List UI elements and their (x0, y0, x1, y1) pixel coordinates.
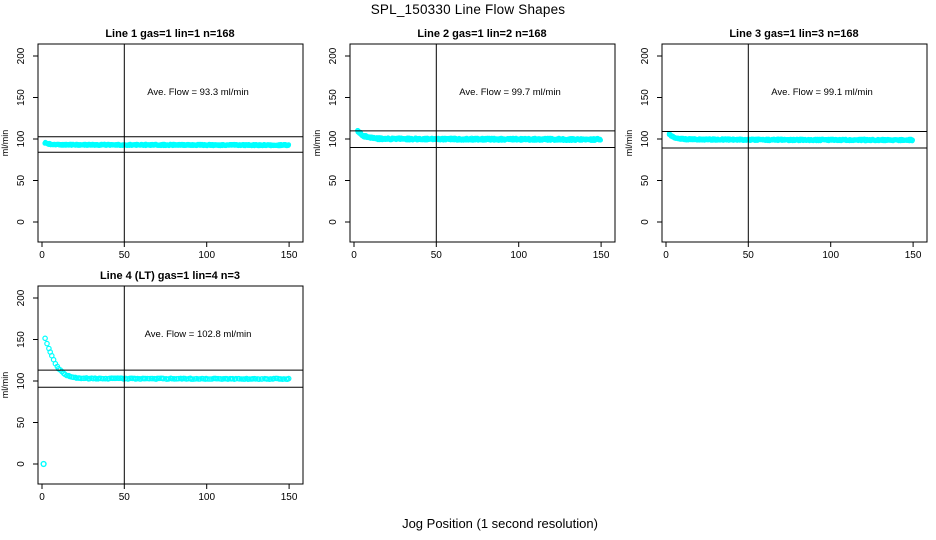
figure-xlabel: Jog Position (1 second resolution) (402, 516, 598, 531)
panel-line-4: Line 4 (LT) gas=1 lin=4 n=3 0 50 100 150 200 0… (0, 262, 312, 512)
y-tick-label: 50 (640, 175, 651, 187)
y-tick-label: 50 (16, 175, 27, 187)
x-tick-label: 100 (822, 250, 839, 261)
panel-title: Line 1 gas=1 lin=1 n=168 (105, 28, 234, 40)
figure-title: SPL_150330 Line Flow Shapes (370, 2, 566, 17)
y-tick-label: 100 (16, 372, 27, 389)
y-tick-label: 50 (16, 417, 27, 429)
plot-svg: Line 1 gas=1 lin=1 n=168 0 50 100 150 200 0 50 1… (0, 28, 304, 261)
ave-flow-annotation: Ave. Flow = 93.3 ml/min (147, 87, 248, 98)
plot-svg: Line 3 gas=1 lin=3 n=168 0 50 100 150 200 0 50 1… (624, 28, 928, 261)
y-tick-label: 200 (16, 47, 27, 64)
y-tick-label: 100 (640, 130, 651, 147)
plot-svg: Line 2 gas=1 lin=2 n=168 0 50 100 150 200 0 50 1… (312, 28, 616, 261)
panel-title: Line 2 gas=1 lin=2 n=168 (417, 28, 546, 40)
panel-line-1: Line 1 gas=1 lin=1 n=168 0 50 100 150 200 0 50 1… (0, 20, 312, 270)
x-tick-label: 100 (198, 492, 215, 503)
ave-flow-annotation: Ave. Flow = 102.8 ml/min (145, 329, 252, 340)
y-axis-title: ml/min (0, 372, 10, 399)
plot-box (661, 43, 928, 243)
y-tick-label: 150 (16, 89, 27, 106)
outlier-point (40, 460, 47, 468)
y-tick-label: 150 (328, 89, 339, 106)
ave-flow-annotation: Ave. Flow = 99.7 ml/min (459, 87, 560, 98)
y-tick-label: 0 (16, 461, 27, 467)
data-band (42, 139, 292, 149)
x-tick-label: 0 (39, 492, 45, 503)
plot-box (37, 43, 304, 243)
plot-svg: Line 4 (LT) gas=1 lin=4 n=3 0 50 100 150 200 0… (0, 270, 304, 503)
y-tick-label: 200 (640, 47, 651, 64)
panel-line-3: Line 3 gas=1 lin=3 n=168 0 50 100 150 200 0 50 1… (624, 20, 936, 270)
panel-title: Line 4 (LT) gas=1 lin=4 n=3 (100, 270, 240, 282)
y-tick-label: 200 (328, 47, 339, 64)
y-tick-label: 0 (328, 219, 339, 225)
x-tick-label: 50 (119, 492, 131, 503)
y-axis-title: ml/min (312, 130, 322, 157)
plot-box (37, 285, 304, 485)
y-tick-label: 50 (328, 175, 339, 187)
x-tick-label: 100 (510, 250, 527, 261)
y-tick-label: 0 (640, 219, 651, 225)
y-tick-label: 100 (328, 130, 339, 147)
x-tick-label: 50 (119, 250, 131, 261)
x-tick-label: 150 (281, 492, 298, 503)
x-tick-label: 50 (431, 250, 443, 261)
y-tick-label: 100 (16, 130, 27, 147)
x-tick-label: 150 (905, 250, 922, 261)
plot-box (349, 43, 616, 243)
data-band (42, 335, 292, 383)
x-tick-label: 150 (593, 250, 610, 261)
x-tick-label: 0 (663, 250, 669, 261)
y-tick-label: 150 (16, 331, 27, 348)
x-tick-label: 0 (39, 250, 45, 261)
x-tick-label: 50 (743, 250, 755, 261)
x-tick-label: 150 (281, 250, 298, 261)
y-axis-title: ml/min (624, 130, 634, 157)
y-tick-label: 150 (640, 89, 651, 106)
x-tick-label: 100 (198, 250, 215, 261)
ave-flow-annotation: Ave. Flow = 99.1 ml/min (771, 87, 872, 98)
panel-line-2: Line 2 gas=1 lin=2 n=168 0 50 100 150 200 0 50 1… (312, 20, 624, 270)
x-tick-label: 0 (351, 250, 357, 261)
data-band (666, 131, 916, 144)
y-axis-title: ml/min (0, 130, 10, 157)
y-tick-label: 0 (16, 219, 27, 225)
panel-title: Line 3 gas=1 lin=3 n=168 (729, 28, 858, 40)
y-tick-label: 200 (16, 289, 27, 306)
